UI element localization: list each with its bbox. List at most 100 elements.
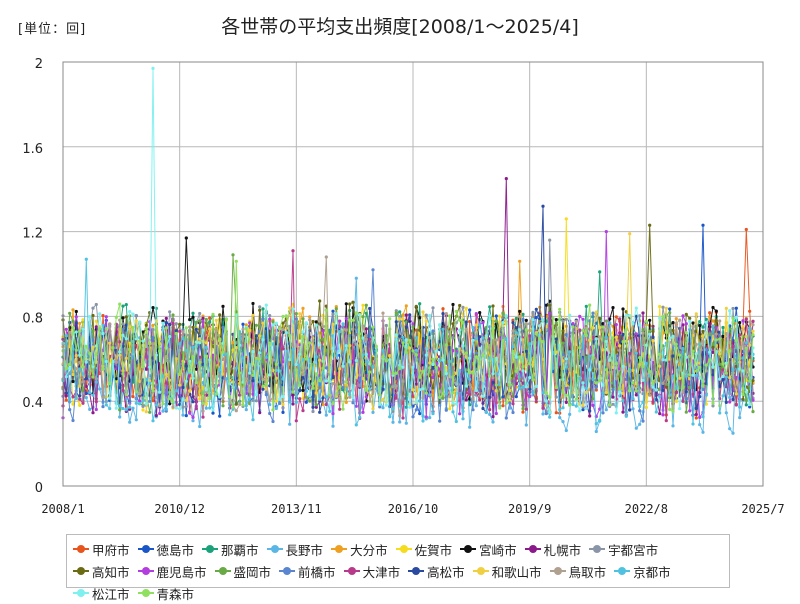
data-point xyxy=(581,408,585,412)
data-point xyxy=(91,375,95,379)
data-point xyxy=(474,312,478,316)
data-point xyxy=(674,390,678,394)
data-point xyxy=(248,389,252,393)
data-point xyxy=(208,406,212,410)
data-point xyxy=(214,392,218,396)
data-point xyxy=(671,328,675,332)
data-point xyxy=(738,416,742,420)
data-point xyxy=(734,392,738,396)
data-point xyxy=(134,313,138,318)
data-point xyxy=(288,422,292,426)
data-point xyxy=(524,407,528,411)
legend-marker-icon xyxy=(343,567,360,575)
data-point xyxy=(178,329,182,333)
data-point xyxy=(504,416,508,420)
data-point xyxy=(131,325,135,329)
data-point xyxy=(81,318,85,322)
legend-item: 大分市 xyxy=(331,538,388,560)
data-point xyxy=(138,320,142,324)
data-point xyxy=(388,354,392,358)
y-tick-label: 1.2 xyxy=(22,227,43,242)
data-point xyxy=(738,405,742,409)
data-point xyxy=(698,324,702,328)
data-point xyxy=(724,371,728,375)
data-point xyxy=(671,424,675,428)
chart-legend: 甲府市 徳島市 那覇市 長野市 大分市 佐賀市 宮崎市 札幌市 宇都宮市 高知市 鹿児島市 盛岡市 前橋… xyxy=(66,534,730,602)
data-point xyxy=(498,314,502,318)
data-point xyxy=(548,395,552,400)
data-point xyxy=(144,323,148,327)
data-point xyxy=(71,418,75,423)
data-point xyxy=(631,407,635,411)
data-point xyxy=(611,402,615,406)
data-point xyxy=(488,395,492,399)
data-point xyxy=(278,397,282,401)
data-point xyxy=(691,392,695,396)
data-point xyxy=(118,302,122,306)
data-point xyxy=(498,372,502,376)
data-point xyxy=(344,317,348,321)
data-point xyxy=(594,381,598,385)
data-point xyxy=(591,311,595,315)
data-point xyxy=(548,311,552,316)
data-point xyxy=(688,316,692,320)
data-point xyxy=(548,238,552,242)
data-point xyxy=(188,341,192,345)
data-point xyxy=(201,320,205,324)
data-point xyxy=(564,393,568,397)
data-point xyxy=(191,325,195,329)
data-point xyxy=(188,325,192,329)
data-point xyxy=(251,418,255,422)
data-point xyxy=(691,321,695,325)
x-tick-label: 2013/11 xyxy=(271,502,322,516)
data-point xyxy=(204,406,208,410)
data-point xyxy=(514,331,518,335)
legend-label: 青森市 xyxy=(156,586,195,602)
data-point xyxy=(334,392,338,396)
data-point xyxy=(78,384,82,388)
data-point xyxy=(331,376,335,380)
data-point xyxy=(421,419,425,423)
data-point xyxy=(461,344,465,348)
data-point xyxy=(391,407,395,411)
data-point xyxy=(444,343,448,347)
data-point xyxy=(64,394,68,398)
legend-label: 甲府市 xyxy=(92,542,130,558)
data-point xyxy=(638,409,642,413)
data-point xyxy=(464,327,468,331)
data-point xyxy=(611,306,615,310)
data-point xyxy=(234,402,238,406)
data-point xyxy=(468,425,472,429)
data-point xyxy=(274,321,278,325)
data-point xyxy=(351,300,355,304)
data-point xyxy=(314,391,318,395)
legend-item: 佐賀市 xyxy=(395,538,452,560)
data-point xyxy=(528,395,532,399)
data-point xyxy=(331,424,335,428)
data-point xyxy=(631,376,635,380)
data-point xyxy=(258,308,262,312)
data-point xyxy=(398,315,402,319)
data-point xyxy=(388,317,392,321)
data-point xyxy=(301,388,305,392)
y-tick-label: 2 xyxy=(35,57,43,72)
data-point xyxy=(88,407,92,411)
data-point xyxy=(501,311,505,315)
data-point xyxy=(714,332,718,336)
data-point xyxy=(441,358,445,362)
data-point xyxy=(658,364,662,368)
data-point xyxy=(691,349,695,353)
data-point xyxy=(738,376,742,380)
chart-grid xyxy=(62,61,764,487)
data-point xyxy=(91,329,95,333)
data-point xyxy=(368,370,372,374)
data-point xyxy=(421,369,425,373)
data-point xyxy=(84,257,88,261)
data-point xyxy=(514,316,518,321)
data-point xyxy=(641,378,645,382)
data-point xyxy=(98,387,102,391)
data-point xyxy=(674,386,678,390)
data-point xyxy=(314,405,318,409)
data-point xyxy=(78,329,82,333)
data-point xyxy=(734,306,738,310)
